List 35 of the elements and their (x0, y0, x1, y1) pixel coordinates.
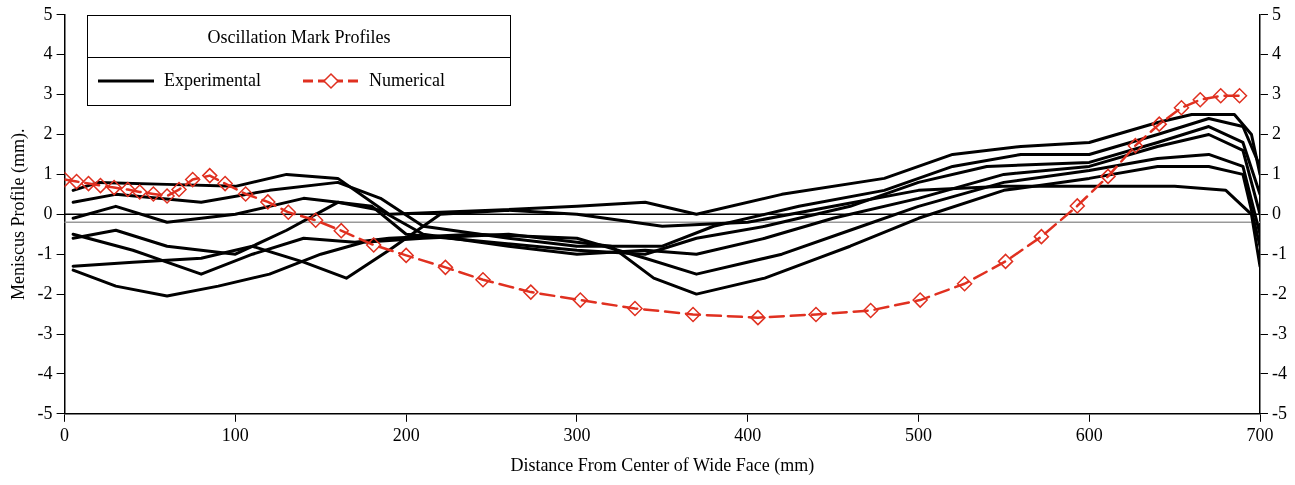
x-tick-label: 600 (1075, 425, 1103, 446)
y-tick-label: 2 (43, 123, 53, 144)
x-tick-label: 100 (221, 425, 249, 446)
y-tick-label: -2 (37, 282, 53, 303)
y2-tick-label: -4 (1272, 362, 1288, 383)
y2-tick-label: 2 (1272, 123, 1282, 144)
y2-tick-label: 1 (1272, 163, 1282, 184)
y2-tick-label: 0 (1272, 203, 1282, 224)
y-tick-label: 4 (43, 43, 53, 64)
y-tick-label: 3 (43, 83, 53, 104)
legend-label: Experimental (164, 70, 261, 91)
x-tick-label: 500 (904, 425, 932, 446)
y-tick-label: 1 (43, 163, 53, 184)
y2-tick-label: 3 (1272, 83, 1282, 104)
x-tick-label: 200 (392, 425, 420, 446)
x-tick-label: 700 (1246, 425, 1274, 446)
y-tick-label: 5 (43, 3, 53, 24)
y-axis-title: Meniscus Profile (mm). (7, 128, 29, 301)
y-tick-label: -4 (37, 362, 53, 383)
y2-tick-label: 4 (1272, 43, 1282, 64)
y-tick-label: 0 (43, 203, 53, 224)
y2-tick-label: -5 (1272, 402, 1288, 423)
legend-label: Numerical (368, 70, 445, 91)
y-tick-label: -3 (37, 322, 53, 343)
x-tick-label: 400 (734, 425, 762, 446)
y2-tick-label: 5 (1272, 3, 1282, 24)
y-tick-label: -5 (37, 402, 53, 423)
y2-tick-label: -2 (1272, 282, 1288, 303)
x-axis-title: Distance From Center of Wide Face (mm) (510, 454, 815, 476)
x-tick-label: 0 (60, 425, 70, 446)
x-tick-label: 300 (563, 425, 591, 446)
legend-title: Oscillation Mark Profiles (88, 16, 510, 58)
y2-tick-label: -3 (1272, 322, 1288, 343)
y2-tick-label: -1 (1272, 242, 1288, 263)
y-tick-label: -1 (37, 242, 53, 263)
